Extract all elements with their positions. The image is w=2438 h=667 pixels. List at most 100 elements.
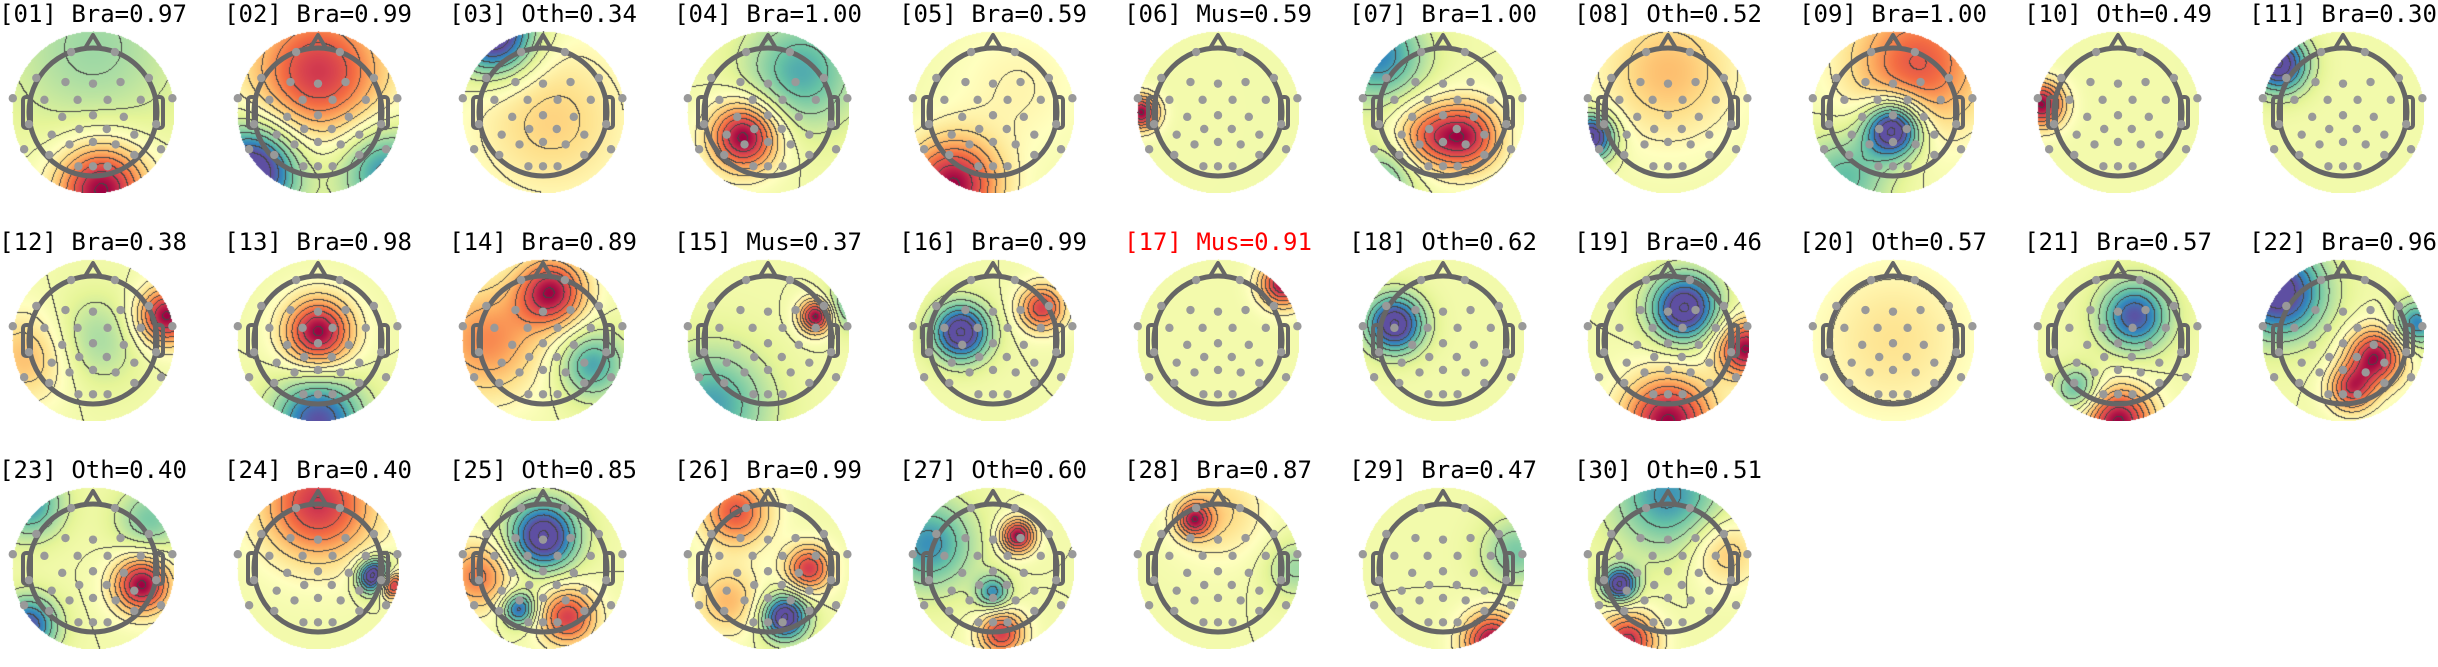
electrode-marker bbox=[1397, 586, 1406, 595]
electrode-marker bbox=[1731, 373, 1741, 382]
electrode-marker bbox=[1636, 77, 1645, 87]
electrode-marker bbox=[2369, 112, 2378, 122]
electrode-marker bbox=[1255, 606, 1264, 616]
electrode-marker bbox=[40, 551, 49, 561]
electrode-marker bbox=[102, 124, 111, 134]
electrode-marker bbox=[1460, 275, 1470, 285]
electrode-marker bbox=[1235, 503, 1245, 513]
electrode-marker bbox=[1460, 503, 1470, 513]
electrode-marker bbox=[515, 368, 524, 377]
nose-outline bbox=[1657, 489, 1679, 508]
left-ear-outline bbox=[21, 323, 33, 358]
electrode-marker bbox=[2401, 347, 2411, 357]
electrode-marker bbox=[45, 378, 54, 388]
electrode-marker bbox=[369, 529, 379, 539]
electrode-marker bbox=[299, 162, 308, 171]
electrode-marker bbox=[1438, 137, 1448, 147]
electrode-marker bbox=[8, 94, 18, 103]
electrode-marker bbox=[1705, 150, 1714, 160]
right-ear-outline bbox=[378, 551, 390, 586]
electrode-marker bbox=[458, 94, 468, 103]
electrode-marker bbox=[495, 150, 504, 160]
electrode-marker bbox=[58, 568, 67, 578]
electrode-marker bbox=[1686, 368, 1695, 377]
electrode-marker bbox=[740, 596, 749, 605]
panel-title: [01] Bra=0.97 bbox=[0, 0, 187, 28]
electrode-marker bbox=[1480, 358, 1489, 367]
nose-outline bbox=[1882, 261, 1904, 280]
electrode-marker bbox=[538, 618, 548, 627]
electrode-marker bbox=[1144, 145, 1154, 154]
electrode-marker bbox=[778, 390, 787, 399]
electrode-marker bbox=[1910, 275, 1920, 285]
electrode-marker bbox=[538, 593, 548, 603]
electrode-marker bbox=[1051, 119, 1061, 129]
electrode-marker bbox=[1228, 551, 1237, 561]
electrode-marker bbox=[328, 618, 337, 627]
electrode-marker bbox=[715, 551, 724, 561]
electrode-marker bbox=[1845, 150, 1854, 160]
electrode-marker bbox=[805, 606, 814, 616]
electrode-marker bbox=[1255, 358, 1264, 367]
electrode-marker bbox=[2269, 373, 2279, 382]
electrode-marker bbox=[2316, 275, 2326, 285]
electrode-marker bbox=[1425, 580, 1434, 590]
electrode-marker bbox=[508, 340, 517, 350]
electrode-marker bbox=[1186, 533, 1195, 543]
topomap-panel: [18] Oth=0.62 bbox=[1349, 228, 1575, 456]
electrode-marker bbox=[805, 358, 814, 367]
head-outline-overlay bbox=[908, 33, 1077, 179]
electrode-marker bbox=[1466, 77, 1475, 87]
electrode-marker bbox=[523, 95, 532, 105]
electrode-marker bbox=[103, 323, 112, 333]
electrode-marker bbox=[811, 95, 820, 105]
electrode-marker bbox=[298, 95, 307, 105]
head-outline-overlay bbox=[1358, 261, 1527, 407]
electrode-marker bbox=[1149, 119, 1159, 129]
electrode-marker bbox=[594, 529, 604, 539]
electrode-marker bbox=[313, 390, 323, 399]
topomap-panel: [08] Oth=0.52 bbox=[1574, 0, 1800, 228]
electrode-marker bbox=[694, 373, 704, 382]
electrode-marker bbox=[1650, 580, 1659, 590]
electrode-marker bbox=[1199, 390, 1208, 399]
electrode-marker bbox=[965, 596, 974, 605]
topomap-panel: [28] Bra=0.87 bbox=[1124, 456, 1350, 667]
electrode-marker bbox=[1461, 368, 1470, 377]
electrode-marker bbox=[2352, 124, 2361, 134]
right-ear-outline bbox=[2403, 95, 2415, 130]
electrode-marker bbox=[778, 323, 787, 333]
electrode-marker bbox=[1030, 130, 1039, 139]
electrode-marker bbox=[750, 124, 759, 134]
electrode-marker bbox=[1968, 94, 1977, 103]
electrode-marker bbox=[715, 323, 724, 333]
electrode-marker bbox=[1011, 368, 1020, 377]
right-ear-outline bbox=[828, 95, 840, 130]
electrode-marker bbox=[1438, 307, 1448, 316]
electrode-marker bbox=[2100, 124, 2109, 134]
electrode-marker bbox=[2418, 322, 2427, 331]
electrode-marker bbox=[1685, 503, 1695, 513]
electrode-marker bbox=[8, 550, 18, 559]
electrode-marker bbox=[805, 586, 814, 595]
electrode-marker bbox=[947, 358, 956, 367]
electrode-marker bbox=[1010, 47, 1020, 57]
electrode-marker bbox=[1190, 596, 1199, 605]
electrode-marker bbox=[2144, 112, 2153, 122]
electrode-marker bbox=[1903, 323, 1912, 333]
electrode-marker bbox=[355, 606, 364, 616]
electrode-marker bbox=[1044, 301, 1054, 311]
electrode-marker bbox=[819, 73, 829, 83]
electrode-marker bbox=[1719, 529, 1729, 539]
electrode-marker bbox=[1866, 275, 1876, 285]
electrode-marker bbox=[1888, 79, 1898, 88]
electrode-marker bbox=[2033, 322, 2043, 331]
electrode-marker bbox=[469, 145, 479, 154]
electrode-marker bbox=[458, 322, 468, 331]
electrode-marker bbox=[749, 390, 758, 399]
electrode-marker bbox=[1293, 94, 1302, 103]
electrode-marker bbox=[606, 601, 616, 610]
electrode-marker bbox=[116, 77, 125, 87]
electrode-marker bbox=[1030, 358, 1039, 367]
electrode-marker bbox=[2338, 307, 2348, 316]
